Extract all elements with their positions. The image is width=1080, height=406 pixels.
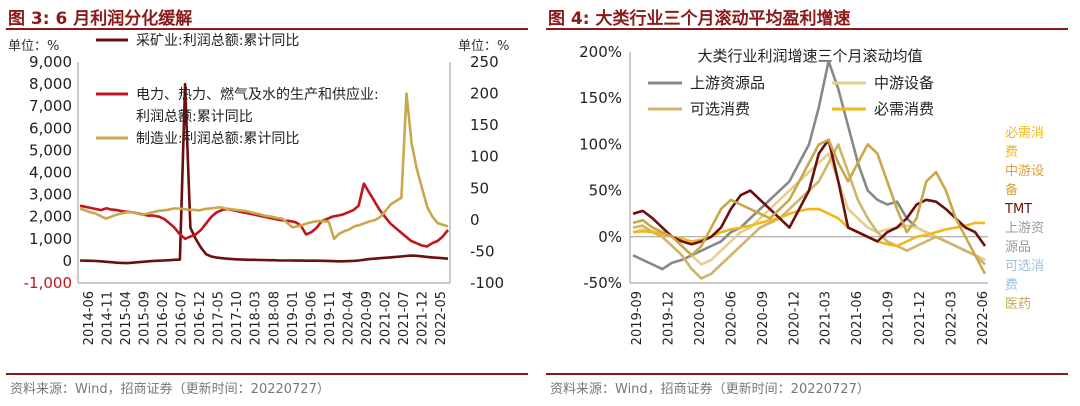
- left-y-tick-label: 6,000: [29, 119, 72, 137]
- right-y-tick-label: 50: [470, 179, 489, 197]
- right-y-tick-label: 200: [470, 85, 499, 103]
- right-y-tick-label: 250: [470, 53, 499, 71]
- right-unit-label: 单位：%: [458, 39, 509, 54]
- left-chart-panel: 图 3: 6 月利润分化缓解 单位：% 单位：% 9,000 8,000 7,000 6,…: [6, 9, 528, 397]
- left-x-tick-label: 2021-07: [397, 291, 412, 345]
- left-y-tick-label: 5,000: [29, 141, 72, 159]
- right-x-tick-label: 2021-03: [819, 291, 834, 345]
- right-legend-label: 中游设备: [874, 74, 934, 92]
- right-y-tick-label: 0%: [598, 228, 622, 246]
- right-side-label: 必需消: [1005, 126, 1044, 141]
- left-legend-label: 采矿业:利润总额:累计同比: [136, 33, 299, 49]
- left-series-line-0: [79, 82, 449, 265]
- left-y-tick-label: 8,000: [29, 75, 72, 93]
- left-series-line-2: [79, 92, 449, 241]
- left-x-tick-label: 2020-04: [341, 291, 356, 345]
- left-x-tick-label: 2022-05: [434, 291, 449, 345]
- right-side-label: 医药: [1005, 297, 1031, 312]
- right-series-line-5: [632, 138, 987, 275]
- left-x-tick-label: 2014-06: [82, 291, 97, 345]
- right-chart-svg: 大类行业利润增速三个月滚动均值 200% 150% 100% 50% 0% -50% 2019…: [579, 43, 1044, 345]
- left-y-tick-label: 9,000: [29, 53, 72, 71]
- right-y-tick-label: -50: [470, 242, 495, 260]
- right-y-tick-label: 0: [470, 211, 480, 229]
- right-y-tick-label: -50%: [583, 274, 622, 292]
- left-legend-label: 电力、热力、燃气及水的生产和供应业:: [136, 86, 379, 103]
- right-x-tick-label: 2022-06: [976, 291, 991, 345]
- left-source-rule: [6, 373, 528, 375]
- right-legend-label: 上游资源品: [690, 74, 765, 92]
- left-title-rule: [6, 28, 528, 30]
- right-series-line-3: [632, 207, 985, 248]
- left-chart-title: 图 3: 6 月利润分化缓解: [8, 9, 193, 29]
- right-y-tick-label: -100: [470, 274, 504, 292]
- right-side-label: 上游资: [1005, 221, 1044, 236]
- right-side-label: TMT: [1004, 202, 1032, 217]
- left-x-tick-label: 2020-09: [360, 291, 375, 345]
- left-x-tick-label: 2016-07: [175, 291, 190, 345]
- left-x-tick-label: 2021-12: [415, 291, 430, 345]
- left-unit-label: 单位：%: [8, 39, 59, 54]
- right-y-tick-label: 150%: [579, 89, 622, 107]
- right-y-tick-label: 50%: [589, 182, 622, 200]
- left-x-tick-label: 2019-01: [286, 291, 301, 345]
- right-chart-title: 图 4: 大类行业三个月滚动平均盈利增速: [548, 9, 851, 29]
- left-x-tick-label: 2014-11: [101, 291, 116, 345]
- left-x-tick-label: 2017-10: [230, 291, 245, 345]
- left-x-tick-label: 2015-04: [119, 291, 134, 345]
- right-side-label: 可选消: [1005, 259, 1044, 274]
- right-y-tick-label: 150: [470, 116, 499, 134]
- left-legend-label: 制造业:利润总额:累计同比: [136, 131, 299, 147]
- right-x-tick-label: 2021-06: [850, 291, 865, 345]
- left-source-text: 资料来源：Wind，招商证券（更新时间：20220727）: [10, 382, 330, 397]
- right-x-tick-label: 2020-12: [787, 291, 802, 345]
- left-x-tick-label: 2021-02: [378, 291, 393, 345]
- right-y-tick-label: 200%: [579, 43, 622, 61]
- left-x-tick-label: 2015-09: [138, 291, 153, 345]
- right-x-tick-label: 2020-03: [693, 291, 708, 345]
- right-chart-subtitle: 大类行业利润增速三个月滚动均值: [697, 47, 922, 65]
- left-y-tick-label: 3,000: [29, 186, 72, 204]
- left-y-tick-label: 0: [62, 252, 72, 270]
- right-x-tick-label: 2021-12: [913, 291, 928, 345]
- right-legend-label: 可选消费: [690, 100, 750, 118]
- right-x-tick-label: 2020-06: [724, 291, 739, 345]
- right-x-tick-label: 2022-03: [945, 291, 960, 345]
- right-series-line-4: [632, 138, 987, 247]
- right-side-label: 费: [1005, 278, 1018, 293]
- right-title-rule: [546, 28, 1068, 30]
- right-side-label: 中游设: [1005, 164, 1044, 179]
- right-source-rule: [546, 373, 1068, 375]
- right-x-tick-label: 2019-12: [661, 291, 676, 345]
- right-x-tick-label: 2019-09: [630, 291, 645, 345]
- left-x-tick-label: 2018-08: [267, 291, 282, 345]
- left-x-tick-label: 2017-05: [212, 291, 227, 345]
- left-x-tick-label: 2019-06: [304, 291, 319, 345]
- right-side-label: 备: [1005, 182, 1018, 198]
- left-y-tick-label: 1,000: [29, 230, 72, 248]
- left-y-tick-label: 2,000: [29, 208, 72, 226]
- left-x-tick-label: 2018-03: [249, 291, 264, 345]
- right-side-label: 费: [1005, 145, 1018, 160]
- right-x-tick-label: 2020-09: [756, 291, 771, 345]
- right-y-tick-label: 100: [470, 148, 499, 166]
- left-y-tick-label: -1,000: [24, 274, 72, 292]
- left-x-tick-label: 2016-02: [156, 291, 171, 345]
- left-y-tick-label: 7,000: [29, 97, 72, 115]
- left-x-tick-label: 2019-11: [323, 291, 338, 345]
- right-side-label: 源品: [1005, 240, 1031, 255]
- left-y-tick-label: 4,000: [29, 164, 72, 182]
- right-x-tick-label: 2021-09: [882, 291, 897, 345]
- right-legend-label: 必需消费: [874, 100, 934, 118]
- right-y-tick-label: 100%: [579, 135, 622, 153]
- left-legend-label: 利润总额:累计同比: [136, 109, 253, 125]
- left-chart-svg: 单位：% 单位：%9,0008,0007,0006,0005,0004,0003,…: [8, 33, 509, 345]
- left-x-tick-label: 2016-12: [193, 291, 208, 345]
- right-source-text: 资料来源：Wind，招商证券（更新时间：20220727）: [550, 382, 870, 397]
- right-chart-panel: 图 4: 大类行业三个月滚动平均盈利增速 大类行业利润增速三个月滚动均值 200%…: [540, 0, 1080, 406]
